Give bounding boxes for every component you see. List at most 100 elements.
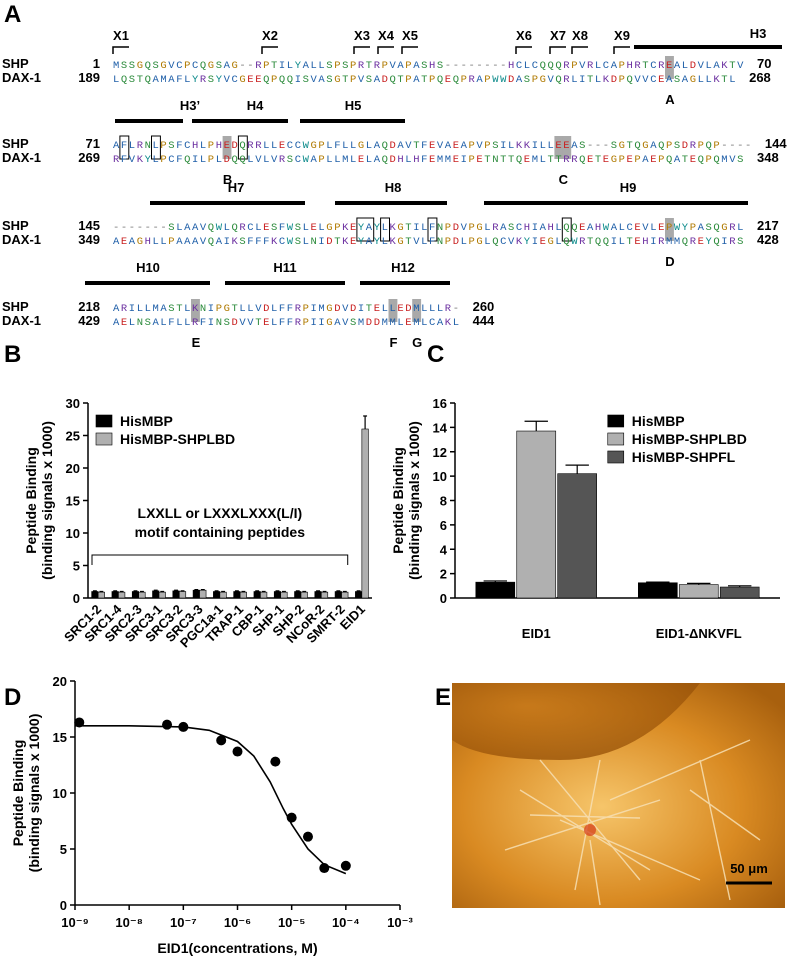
sequence-start: 145	[78, 218, 100, 233]
x-tick-label: 10⁻⁷	[170, 915, 197, 930]
y-axis-label-sub: (binding signals x 1000)	[26, 714, 42, 873]
bar	[239, 591, 247, 599]
error-bar	[336, 590, 341, 592]
sequence-name: SHP	[2, 218, 29, 233]
panel-label: A	[4, 1, 21, 28]
annotation: LXXLL or LXXXLXXX(L/I)	[138, 505, 303, 521]
x-tick-label: 10⁻⁸	[115, 915, 142, 930]
bar	[158, 591, 166, 599]
bar	[516, 430, 557, 599]
data-point	[340, 860, 351, 871]
bar	[557, 473, 598, 599]
legend-label: HisMBP-SHPLBD	[120, 431, 235, 447]
sequence-end: 428	[757, 232, 779, 247]
data-point	[270, 756, 281, 767]
helix-label: H4	[247, 98, 264, 113]
helix-label: H11	[273, 260, 296, 275]
y-axis-label: Peptide Binding	[10, 740, 26, 847]
motif-label: X7	[550, 28, 566, 43]
bar	[91, 591, 99, 599]
highlight	[388, 299, 398, 322]
residue-box	[151, 135, 161, 160]
micrograph: 50 μm	[452, 683, 785, 908]
motif-bracket	[353, 46, 370, 54]
legend-swatch	[607, 432, 625, 446]
motif-bracket	[613, 46, 630, 54]
sequence-name: DAX-1	[2, 150, 41, 165]
bar	[280, 591, 288, 599]
bar	[213, 591, 221, 599]
panel-label: D	[4, 684, 21, 711]
error-bar	[221, 590, 226, 593]
panel-label: C	[427, 341, 444, 368]
data-point	[216, 735, 227, 746]
bar	[97, 591, 105, 599]
data-point	[319, 863, 330, 874]
sequence-end: 444	[473, 313, 495, 328]
residue-box	[427, 217, 438, 242]
y-tick-label: 4	[440, 542, 448, 557]
helix-label: H9	[620, 180, 637, 195]
y-axis-label: Peptide Binding	[23, 447, 39, 554]
bar	[192, 589, 200, 599]
bar	[355, 591, 363, 599]
y-tick-label: 0	[73, 591, 80, 606]
bar	[260, 591, 268, 599]
error-bar	[153, 589, 158, 591]
x-tick-label: 10⁻⁵	[278, 915, 305, 930]
x-tick-label: EID1	[522, 626, 551, 641]
residue-box	[561, 217, 572, 242]
bar	[294, 591, 302, 599]
legend-swatch	[607, 450, 625, 464]
error-bar	[92, 590, 97, 592]
highlight	[191, 299, 200, 322]
y-tick-label: 10	[66, 526, 80, 541]
y-tick-label: 0	[440, 591, 447, 606]
y-tick-label: 10	[433, 469, 447, 484]
motif-bracket	[401, 46, 418, 54]
bar	[341, 591, 349, 599]
error-bar	[524, 420, 548, 432]
helix-label: H5	[345, 98, 362, 113]
residue-box	[356, 217, 375, 242]
sequence-start: 189	[78, 70, 100, 85]
bar	[118, 591, 126, 599]
annotation: motif containing peptides	[135, 524, 306, 540]
motif-label: X3	[354, 28, 370, 43]
residue-box	[119, 135, 130, 160]
error-bar	[133, 590, 138, 592]
error-bar	[214, 590, 219, 592]
motif-bracket	[571, 46, 588, 54]
motif-bracket	[515, 46, 532, 54]
site-label: G	[412, 335, 422, 350]
highlight	[665, 56, 674, 79]
data-point	[178, 721, 189, 732]
error-bar	[140, 590, 144, 593]
annotation-bracket	[91, 554, 349, 565]
y-tick-label: 6	[440, 518, 447, 533]
data-point	[232, 746, 243, 757]
sequence-start: 71	[86, 136, 100, 151]
bar	[637, 582, 678, 599]
residue-box	[380, 217, 391, 242]
helix-label: H3	[750, 26, 767, 41]
error-bar	[200, 588, 205, 591]
y-axis-label: Peptide Binding	[390, 447, 406, 554]
site-label: E	[192, 335, 201, 350]
error-bar	[363, 415, 368, 429]
bar	[199, 589, 207, 599]
highlight	[665, 218, 674, 241]
y-tick-label: 8	[440, 494, 447, 509]
helix-label: H10	[136, 260, 160, 275]
y-tick-label: 20	[53, 674, 67, 689]
panel-label: E	[435, 684, 451, 711]
x-tick-label: EID1-ΔNKVFL	[656, 626, 742, 641]
x-tick-label: 10⁻⁹	[61, 915, 89, 930]
motif-bracket	[261, 46, 278, 54]
